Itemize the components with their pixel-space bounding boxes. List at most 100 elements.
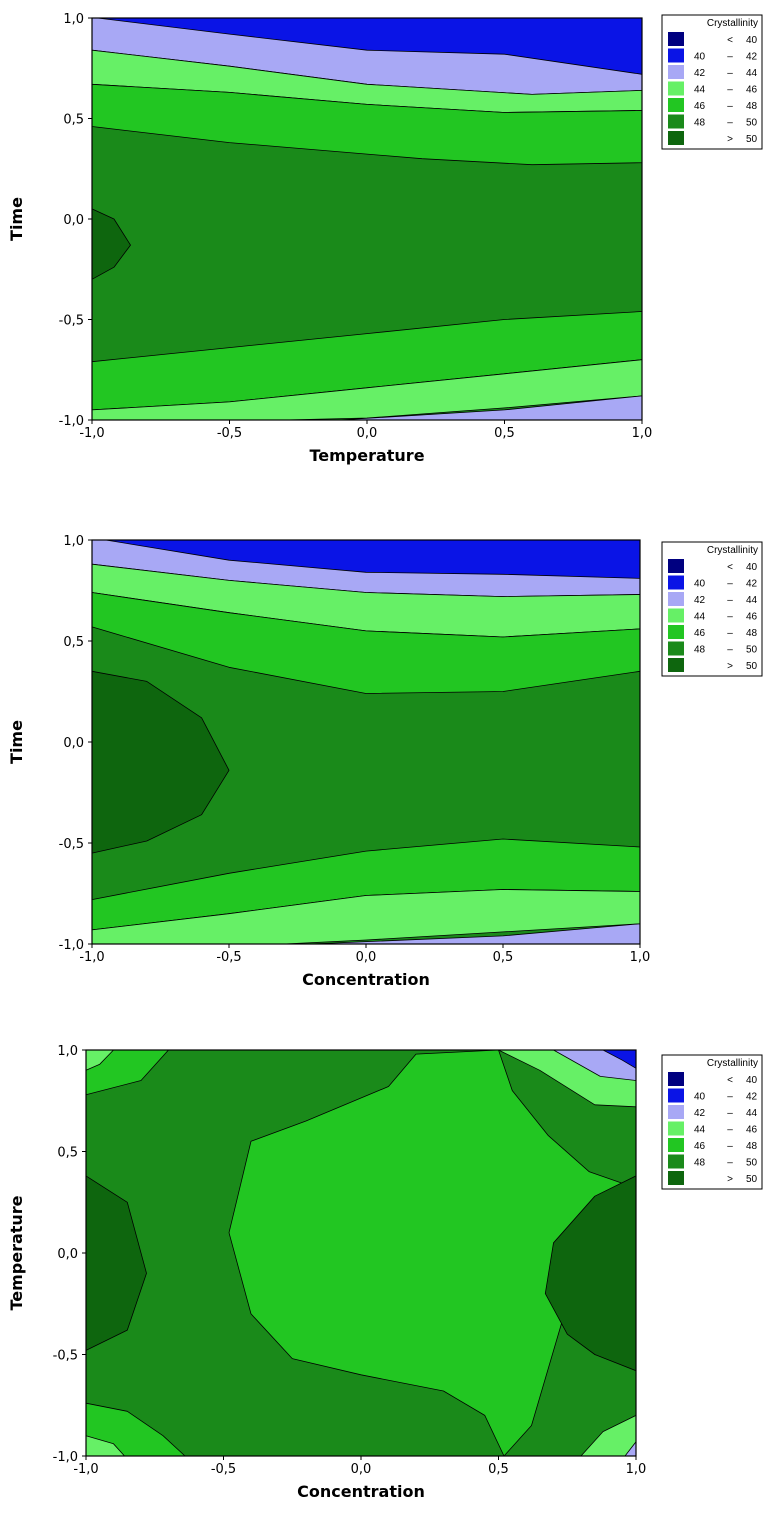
contour-region->50-7 bbox=[91, 670, 230, 854]
legend-high-value: 44 bbox=[746, 1108, 758, 1119]
legend-separator: – bbox=[727, 579, 733, 590]
legend-separator: < bbox=[727, 35, 733, 46]
y-tick-label: 0,0 bbox=[57, 1247, 78, 1262]
legend-swatch bbox=[668, 1171, 684, 1185]
legend-separator: – bbox=[727, 645, 733, 656]
x-tick-label: 0,0 bbox=[356, 950, 377, 965]
legend-low-value: 42 bbox=[694, 595, 706, 606]
legend-swatch bbox=[668, 1088, 684, 1103]
legend-high-value: 46 bbox=[746, 85, 758, 96]
legend-separator: – bbox=[727, 101, 733, 112]
legend-high-value: 50 bbox=[746, 661, 758, 672]
legend-low-value: 42 bbox=[694, 1108, 706, 1119]
legend-swatch bbox=[668, 641, 684, 656]
legend-separator: – bbox=[727, 52, 733, 63]
legend-high-value: 44 bbox=[746, 595, 758, 606]
chart-3: -1,0 -0,5 0,0 0,5 1,0 -1,0 -0,5 0,0 0,5 1,0 Concen… bbox=[7, 1044, 763, 1501]
y-tick-label: 0,0 bbox=[63, 213, 84, 228]
legend: Crystallinity < 40 40 – 42 42 – 44 44 – 46 46 – 48 48 – 5… bbox=[661, 541, 763, 677]
y-tick-label: -0,5 bbox=[59, 837, 84, 852]
x-axis-title: Concentration bbox=[302, 970, 430, 989]
legend-separator: – bbox=[727, 595, 733, 606]
y-axis-title: Temperature bbox=[7, 1195, 26, 1310]
legend-high-value: 48 bbox=[746, 101, 758, 112]
x-axis-title: Concentration bbox=[297, 1482, 425, 1501]
legend-swatch bbox=[668, 658, 684, 672]
legend-low-value: 46 bbox=[694, 1141, 706, 1152]
legend-title: Crystallinity bbox=[707, 18, 758, 29]
x-tick-label: 0,5 bbox=[494, 426, 515, 441]
legend-separator: > bbox=[727, 134, 733, 145]
legend-low-value: 44 bbox=[694, 612, 706, 623]
legend: Crystallinity < 40 40 – 42 42 – 44 44 – 46 46 – 48 48 – 5… bbox=[661, 14, 763, 150]
legend-high-value: 50 bbox=[746, 134, 758, 145]
legend-swatch bbox=[668, 131, 684, 145]
legend-low-value: 46 bbox=[694, 101, 706, 112]
legend-low-value: 48 bbox=[694, 645, 706, 656]
legend-title: Crystallinity bbox=[707, 545, 758, 556]
legend-low-value: 44 bbox=[694, 1125, 706, 1136]
y-tick-label: -1,0 bbox=[59, 938, 84, 953]
y-tick-label: 0,5 bbox=[57, 1146, 78, 1161]
y-tick-label: -1,0 bbox=[59, 414, 84, 429]
y-tick-label: -0,5 bbox=[53, 1349, 78, 1364]
legend-separator: – bbox=[727, 1158, 733, 1169]
legend-swatch bbox=[668, 1154, 684, 1169]
legend-low-value: 48 bbox=[694, 1158, 706, 1169]
y-tick-label: 0,5 bbox=[63, 113, 84, 128]
legend-swatch bbox=[668, 1105, 684, 1119]
legend-separator: – bbox=[727, 85, 733, 96]
legend-high-value: 40 bbox=[746, 35, 758, 46]
legend-high-value: 44 bbox=[746, 68, 758, 79]
x-tick-label: -1,0 bbox=[73, 1462, 98, 1477]
legend-low-value: 40 bbox=[694, 1092, 706, 1103]
x-tick-label: 1,0 bbox=[630, 950, 651, 965]
legend-swatch bbox=[668, 608, 684, 623]
legend-swatch bbox=[668, 98, 684, 112]
legend-swatch bbox=[668, 81, 684, 96]
legend-swatch bbox=[668, 32, 684, 46]
legend-low-value: 44 bbox=[694, 85, 706, 96]
y-tick-label: -1,0 bbox=[53, 1450, 78, 1465]
legend-high-value: 46 bbox=[746, 1125, 758, 1136]
y-tick-label: 1,0 bbox=[63, 534, 84, 549]
x-tick-label: 0,0 bbox=[351, 1462, 372, 1477]
legend-high-value: 48 bbox=[746, 1141, 758, 1152]
chart-2: -1,0 -0,5 0,0 0,5 1,0 -1,0 -0,5 0,0 0,5 1,0 Concen… bbox=[7, 534, 763, 989]
x-axis-title: Temperature bbox=[309, 446, 424, 465]
legend-low-value: 48 bbox=[694, 118, 706, 129]
x-tick-label: 0,5 bbox=[493, 950, 514, 965]
legend-high-value: 48 bbox=[746, 628, 758, 639]
legend-high-value: 42 bbox=[746, 579, 758, 590]
legend-high-value: 50 bbox=[746, 645, 758, 656]
legend-low-value: 40 bbox=[694, 579, 706, 590]
legend-swatch bbox=[668, 1072, 684, 1086]
legend-swatch bbox=[668, 592, 684, 606]
x-tick-label: 1,0 bbox=[632, 426, 653, 441]
legend-separator: – bbox=[727, 118, 733, 129]
legend-swatch bbox=[668, 575, 684, 590]
legend-separator: – bbox=[727, 1141, 733, 1152]
chart-1: -1,0 -0,5 0,0 0,5 1,0 -1,0 -0,5 0,0 0,5 1,0 Temper… bbox=[7, 12, 763, 465]
x-tick-label: 1,0 bbox=[626, 1462, 647, 1477]
legend-separator: < bbox=[727, 562, 733, 573]
y-tick-label: -0,5 bbox=[59, 314, 84, 329]
legend-swatch bbox=[668, 65, 684, 79]
legend-high-value: 40 bbox=[746, 1075, 758, 1086]
x-tick-label: -1,0 bbox=[79, 426, 104, 441]
legend-low-value: 46 bbox=[694, 628, 706, 639]
legend-low-value: 40 bbox=[694, 52, 706, 63]
contour-region->50-11 bbox=[544, 1175, 637, 1372]
legend-swatch bbox=[668, 48, 684, 63]
legend-high-value: 42 bbox=[746, 1092, 758, 1103]
x-tick-label: -0,5 bbox=[217, 426, 242, 441]
legend-high-value: 50 bbox=[746, 118, 758, 129]
x-tick-label: 0,5 bbox=[488, 1462, 509, 1477]
legend-separator: – bbox=[727, 1092, 733, 1103]
legend-low-value: 42 bbox=[694, 68, 706, 79]
legend-separator: – bbox=[727, 1125, 733, 1136]
legend-separator: < bbox=[727, 1075, 733, 1086]
y-tick-label: 1,0 bbox=[63, 12, 84, 27]
legend-swatch bbox=[668, 625, 684, 639]
